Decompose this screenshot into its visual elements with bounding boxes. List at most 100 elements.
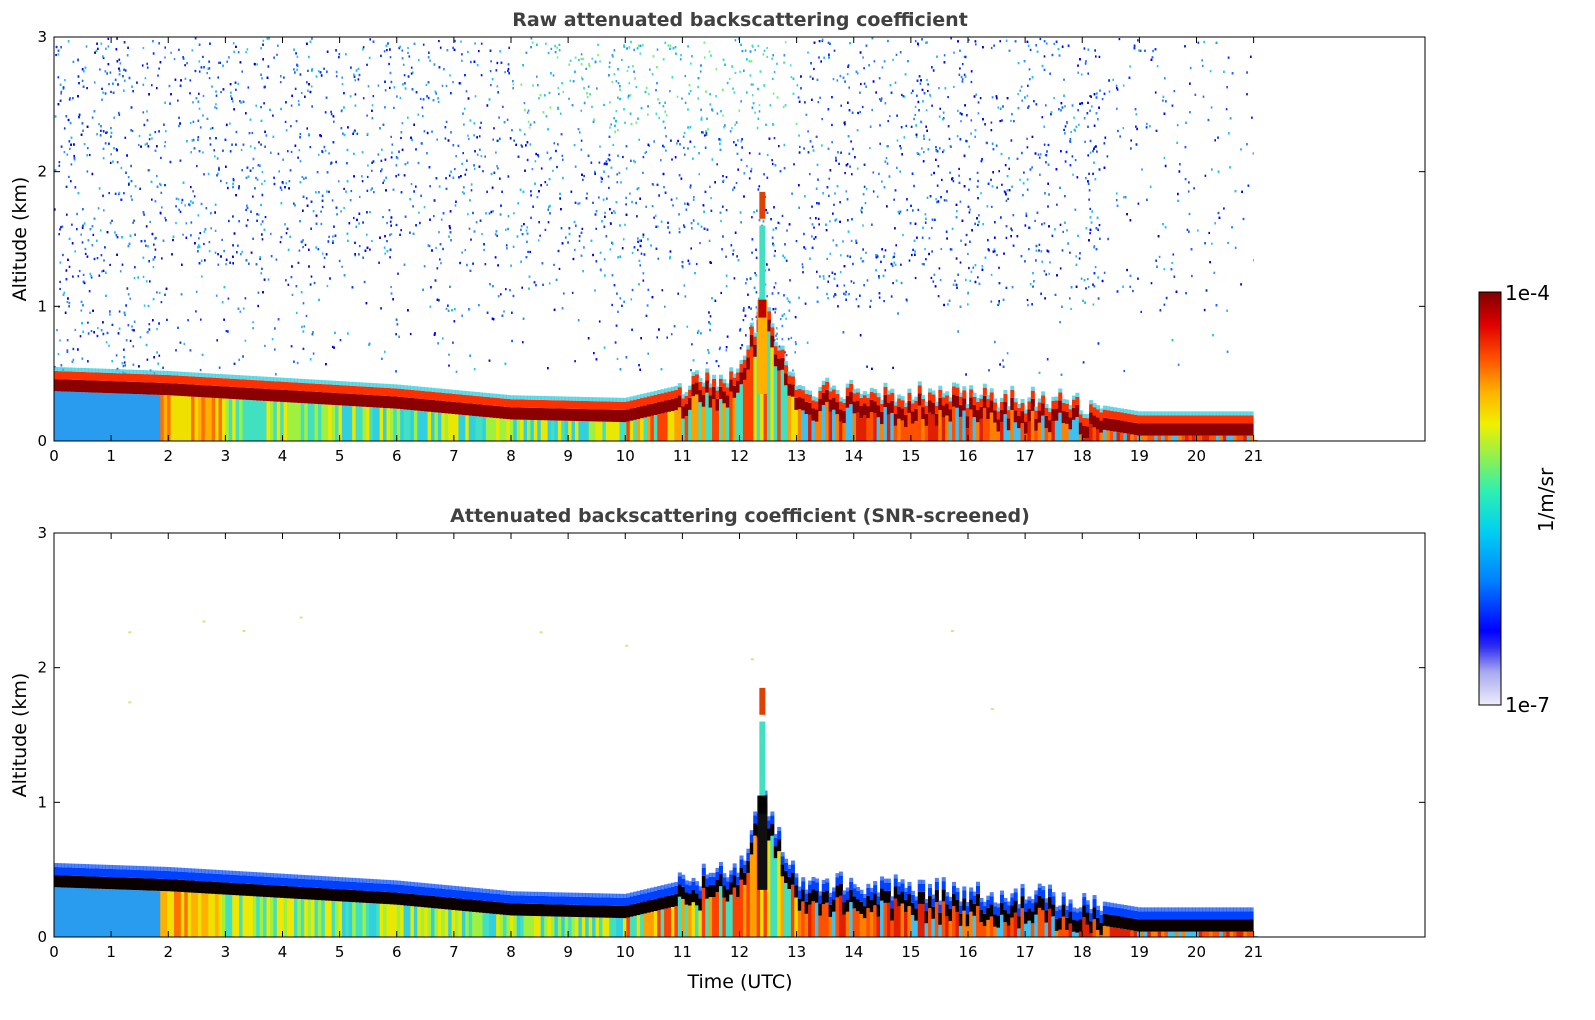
noise-field <box>54 37 1255 376</box>
noise-speck <box>124 364 126 367</box>
noise-speck <box>340 210 342 213</box>
noise-speck <box>656 336 658 339</box>
noise-speck <box>288 180 291 183</box>
noise-speck <box>899 210 902 213</box>
noise-speck <box>600 176 602 179</box>
noise-speck <box>148 138 151 141</box>
noise-speck <box>506 118 509 121</box>
noise-speck <box>755 315 758 318</box>
noise-speck <box>609 126 611 129</box>
noise-speck <box>381 168 383 171</box>
noise-speck <box>290 104 293 107</box>
noise-speck <box>87 321 89 324</box>
noise-speck <box>403 74 406 77</box>
noise-speck <box>550 156 552 160</box>
noise-speck <box>259 257 261 261</box>
noise-speck <box>302 302 305 305</box>
noise-speck <box>132 221 134 224</box>
noise-speck <box>203 173 205 176</box>
noise-speck <box>479 126 481 129</box>
noise-speck <box>180 201 183 204</box>
noise-speck <box>853 281 855 284</box>
noise-speck <box>124 79 126 82</box>
noise-speck <box>1046 42 1048 45</box>
noise-speck <box>151 198 153 201</box>
noise-speck <box>809 217 812 220</box>
noise-speck <box>530 194 532 197</box>
noise-speck <box>1209 70 1212 73</box>
noise-speck <box>399 96 402 99</box>
noise-speck <box>92 233 95 236</box>
noise-speck <box>85 45 88 48</box>
noise-speck <box>74 328 77 331</box>
noise-speck <box>902 234 904 237</box>
noise-speck <box>232 42 235 45</box>
noise-speck <box>687 147 689 150</box>
noise-speck <box>969 208 971 211</box>
noise-speck <box>683 146 685 149</box>
noise-speck <box>846 73 849 76</box>
noise-speck <box>489 70 492 73</box>
noise-speck <box>802 266 804 269</box>
noise-speck <box>502 105 504 108</box>
noise-speck <box>132 345 135 348</box>
noise-speck <box>110 153 112 156</box>
noise-speck <box>454 168 456 171</box>
noise-speck <box>361 180 364 183</box>
noise-speck <box>628 82 631 85</box>
noise-speck <box>667 44 670 47</box>
noise-speck <box>695 262 698 266</box>
noise-speck <box>881 66 884 69</box>
noise-speck <box>368 56 371 59</box>
noise-speck <box>556 56 559 59</box>
noise-speck <box>769 104 772 107</box>
noise-speck <box>259 256 261 259</box>
noise-speck <box>637 248 639 252</box>
noise-speck <box>559 112 562 115</box>
noise-speck <box>207 172 210 175</box>
noise-speck <box>298 103 300 106</box>
noise-speck <box>745 334 747 337</box>
noise-speck <box>683 224 685 227</box>
noise-speck <box>1016 157 1019 160</box>
noise-speck <box>560 227 563 230</box>
noise-speck <box>1061 249 1064 252</box>
noise-speck <box>226 60 228 63</box>
noise-speck <box>644 151 646 155</box>
noise-speck <box>974 129 977 132</box>
noise-speck <box>900 263 902 266</box>
noise-speck <box>631 251 634 254</box>
noise-speck <box>1171 104 1174 107</box>
noise-speck <box>561 154 564 157</box>
noise-speck <box>959 261 962 264</box>
noise-speck <box>1176 124 1179 127</box>
noise-speck <box>320 210 322 213</box>
noise-speck <box>1063 128 1065 131</box>
noise-speck <box>1005 236 1008 239</box>
noise-speck <box>771 159 773 162</box>
noise-speck <box>272 114 274 117</box>
noise-speck <box>279 81 282 84</box>
noise-speck <box>689 184 692 187</box>
noise-speck <box>718 348 721 351</box>
noise-speck <box>337 180 340 183</box>
noise-speck <box>447 309 450 312</box>
noise-speck <box>990 273 993 276</box>
noise-speck <box>549 106 552 109</box>
noise-speck <box>1001 183 1003 186</box>
noise-speck <box>1093 124 1096 127</box>
noise-speck <box>1041 116 1044 119</box>
noise-speck <box>148 323 151 326</box>
noise-speck <box>252 167 254 170</box>
noise-speck <box>73 154 75 158</box>
noise-speck <box>1250 55 1252 58</box>
noise-speck <box>754 111 756 114</box>
noise-speck <box>581 76 583 79</box>
noise-speck <box>1204 174 1207 177</box>
noise-speck <box>739 328 742 331</box>
noise-speck <box>725 349 728 352</box>
noise-speck <box>916 236 918 239</box>
noise-speck <box>786 229 788 232</box>
noise-speck <box>488 212 491 215</box>
noise-speck <box>708 239 711 242</box>
